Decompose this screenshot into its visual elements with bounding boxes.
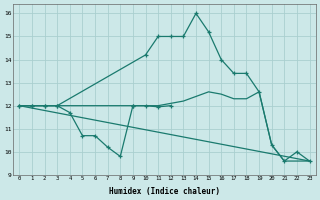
X-axis label: Humidex (Indice chaleur): Humidex (Indice chaleur) [109, 187, 220, 196]
